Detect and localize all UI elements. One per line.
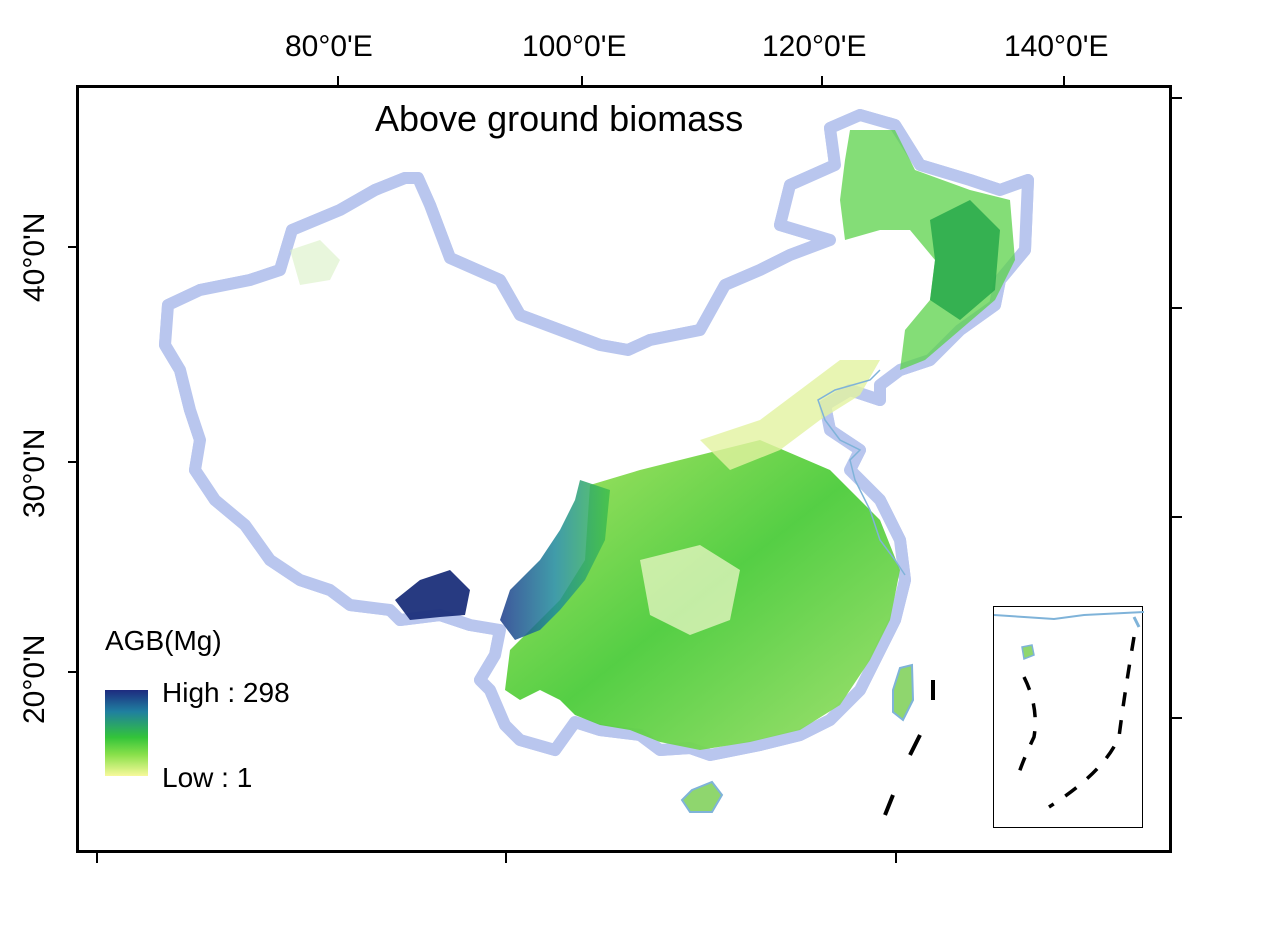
map-frame [76,85,1172,853]
maritime-boundary [883,680,935,816]
biomass-regions [290,130,1015,750]
coastline-islands [680,663,915,813]
top-ticks [337,76,1065,85]
lon-label-80e: 80°0'E [285,30,373,63]
lon-label-100e: 100°0'E [522,30,627,63]
legend-title: AGB(Mg) [105,625,222,656]
lon-label-140e: 140°0'E [1004,30,1109,63]
lon-label-120e: 120°0'E [762,30,867,63]
inset-hainan [1021,644,1035,661]
legend-color-ramp [105,690,148,776]
south-china-sea-inset [993,606,1145,828]
legend-high-label: High : 298 [162,677,290,708]
hainan-island [680,780,724,813]
right-ticks [1172,97,1182,719]
taiwan-island [892,663,915,722]
left-ticks [68,246,76,673]
map-title: Above ground biomass [375,98,744,139]
bottom-ticks [96,853,897,863]
legend-low-label: Low : 1 [162,762,253,793]
inset-map [993,611,1145,809]
